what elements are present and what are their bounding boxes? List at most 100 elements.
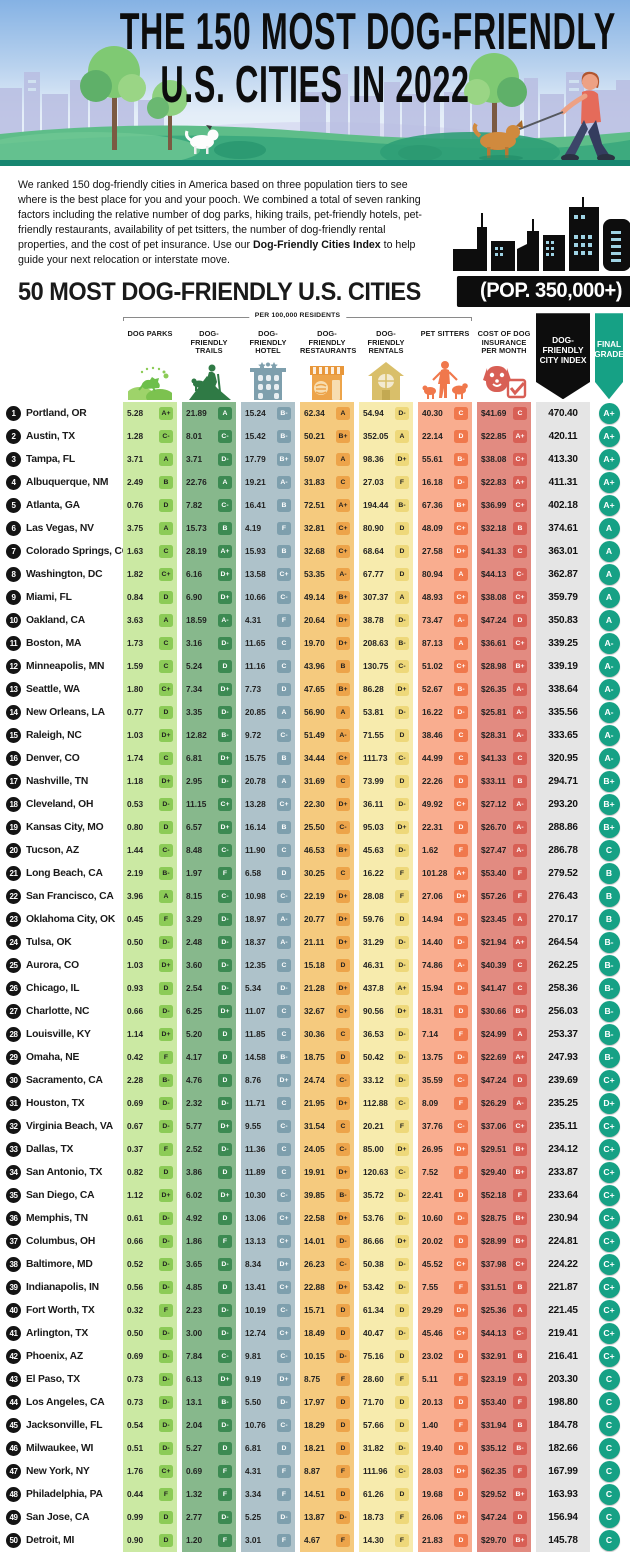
metric-value: 4.17 (186, 1052, 203, 1063)
grade-chip: F (277, 521, 291, 535)
trails-cell: 8.15 C- (182, 884, 236, 908)
city-name: New Orleans, LA (26, 706, 105, 718)
rankings-table: PER 100,000 RESIDENTS DOG PARKS DOG-FRIE… (0, 309, 630, 1552)
city-index-cell: 262.25 (536, 953, 590, 977)
metric-value: 8.15 (186, 891, 203, 902)
rentals-cell: 59.76 D (359, 907, 413, 931)
hotel-cell: 9.55 C- (241, 1114, 295, 1138)
rentals-cell: 73.99 D (359, 769, 413, 793)
restaurants-cell: 18.21 D (300, 1436, 354, 1460)
restaurants-cell: 20.64 D+ (300, 608, 354, 632)
hero-banner: THE 150 MOST DOG-FRIENDLY U.S. CITIES IN… (0, 0, 630, 166)
metric-value: 15.75 (245, 753, 266, 764)
city-name: Kansas City, MO (26, 821, 104, 833)
grade-chip: F (395, 1372, 409, 1386)
metric-value: 8.48 (186, 845, 203, 856)
city-index-value: 233.87 (548, 1166, 578, 1178)
metric-value: 3.65 (186, 1259, 203, 1270)
final-grade-cell: C+ (595, 1207, 623, 1229)
grade-chip: F (159, 912, 173, 926)
metric-value: $36.61 (481, 638, 507, 649)
metric-value: 4.92 (186, 1213, 203, 1224)
pet-sitters-cell: 74.86 A- (418, 953, 472, 977)
table-row: 45 Jacksonville, FL 0.54 D- 2.04 D- 10.76 C… (6, 1413, 626, 1437)
metric-value: 30.25 (304, 868, 325, 879)
pet-sitters-cell: 14.40 D- (418, 930, 472, 954)
grade-chip: D- (159, 1096, 173, 1110)
pet-sitters-cell: 29.29 D+ (418, 1298, 472, 1322)
grade-chip: A- (513, 797, 527, 811)
metric-value: 15.94 (422, 983, 443, 994)
insurance-cell: $28.98 B+ (477, 654, 531, 678)
city-index-value: 230.94 (548, 1212, 578, 1224)
metric-value: 53.76 (363, 1213, 384, 1224)
dog-parks-cell: 0.73 D- (123, 1390, 177, 1414)
rank-badge: 17 (6, 773, 21, 789)
grade-chip: A- (336, 567, 350, 581)
rentals-cell: 80.90 D (359, 516, 413, 540)
grade-chip: D- (159, 1004, 173, 1018)
restaurants-cell: 31.83 C (300, 470, 354, 494)
rank-badge: 32 (6, 1118, 21, 1134)
trails-cell: 15.73 B (182, 516, 236, 540)
grade-chip: A (336, 452, 350, 466)
grade-chip: D- (395, 1326, 409, 1340)
grade-chip: B- (395, 498, 409, 512)
final-grade-badge: C (598, 1506, 620, 1528)
metric-value: 21.95 (304, 1098, 325, 1109)
metric-value: 18.49 (304, 1328, 325, 1339)
metric-value: $30.66 (481, 1006, 507, 1017)
trails-cell: 21.89 A (182, 401, 236, 425)
rank-badge: 36 (6, 1210, 21, 1226)
restaurants-cell: 22.30 D+ (300, 792, 354, 816)
rentals-cell: 61.34 D (359, 1298, 413, 1322)
grade-chip: D+ (218, 590, 232, 604)
grade-chip: F (454, 1418, 468, 1432)
grade-chip: D+ (218, 751, 232, 765)
metric-value: 19.70 (304, 638, 325, 649)
restaurants-cell: 10.15 D- (300, 1344, 354, 1368)
final-grade-cell: B- (595, 1023, 623, 1045)
metric-value: $41.33 (481, 546, 507, 557)
table-row: 26 Chicago, IL 0.93 D 2.54 D- 5.34 D- 21.28… (6, 976, 626, 1000)
pet-sitters-cell: 55.61 B- (418, 447, 472, 471)
table-row: 3 Tampa, FL 3.71 A 3.71 D- 17.79 B+ 59.07 A … (6, 447, 626, 471)
grade-chip: D- (454, 935, 468, 949)
city-index-value: 374.61 (548, 522, 578, 534)
metric-value: 16.18 (422, 477, 443, 488)
metric-value: 18.59 (186, 615, 207, 626)
hotel-icon (241, 356, 295, 402)
city-name: Jacksonville, FL (26, 1419, 103, 1431)
metric-value: 0.73 (127, 1397, 144, 1408)
grade-chip: D- (454, 475, 468, 489)
table-row: 39 Indianapolis, IN 0.56 D- 4.85 D 13.41 C+… (6, 1275, 626, 1299)
city-name: Houston, TX (26, 1097, 85, 1109)
metric-value: $29.52 (481, 1489, 507, 1500)
trails-cell: 6.25 D+ (182, 999, 236, 1023)
dog-parks-cell: 1.76 C+ (123, 1459, 177, 1483)
city-index-cell: 182.66 (536, 1436, 590, 1460)
metric-value: 0.99 (127, 1512, 144, 1523)
insurance-cell: $36.99 C+ (477, 493, 531, 517)
pet-sitters-cell: 40.30 C (418, 401, 472, 425)
grade-chip: D+ (218, 1004, 232, 1018)
restaurants-cell: 59.07 A (300, 447, 354, 471)
city-index-value: 411.31 (548, 476, 578, 488)
final-grade-badge: A- (598, 655, 620, 677)
final-grade-cell: A+ (595, 425, 623, 447)
metric-value: 1.63 (127, 546, 144, 557)
city-index-value: 286.78 (548, 844, 578, 856)
metric-value: 5.77 (186, 1121, 203, 1132)
grade-chip: D+ (395, 1004, 409, 1018)
trails-cell: 5.27 D (182, 1436, 236, 1460)
grade-chip: B+ (336, 682, 350, 696)
grade-chip: C (277, 636, 291, 650)
city-index-cell: 276.43 (536, 884, 590, 908)
final-grade-badge: C (598, 1368, 620, 1390)
metric-value: 8.34 (245, 1259, 262, 1270)
metric-value: $28.31 (481, 730, 507, 741)
metric-value: 0.69 (127, 1351, 144, 1362)
rank-badge: 44 (6, 1394, 21, 1410)
grade-chip: A (277, 774, 291, 788)
grade-chip: F (395, 475, 409, 489)
